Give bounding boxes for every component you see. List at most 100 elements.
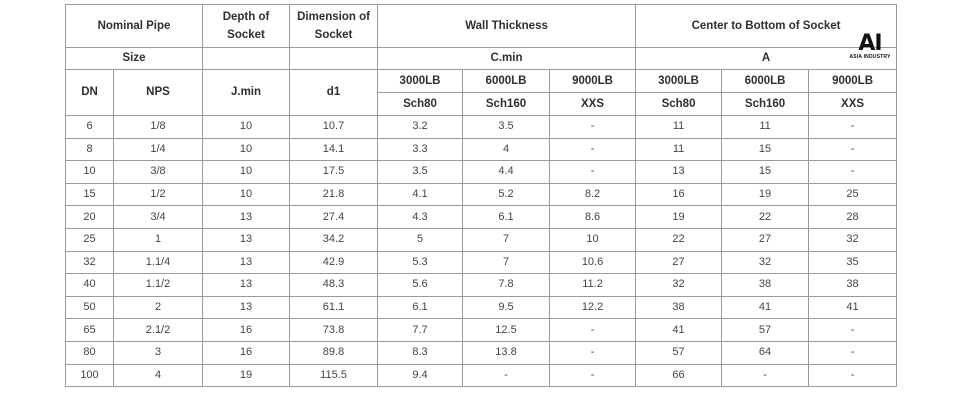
header-empty-cell bbox=[202, 47, 291, 70]
c-9000lb-cell: - bbox=[549, 340, 637, 365]
dn-cell: 40 bbox=[65, 273, 114, 297]
dn-cell: 65 bbox=[65, 318, 114, 342]
dn-cell: 20 bbox=[65, 205, 114, 229]
header-c-sch160: Sch160 bbox=[462, 92, 551, 116]
dn-cell: 8 bbox=[65, 137, 114, 162]
a-3000lb-cell: 19 bbox=[635, 205, 723, 229]
asia-industry-logo: AI ASIA INDUSTRY bbox=[842, 33, 898, 61]
d1-cell: 17.5 bbox=[289, 160, 379, 184]
c-3000lb-cell: 5.3 bbox=[377, 250, 464, 275]
dn-cell: 10 bbox=[65, 160, 114, 184]
d1-cell: 42.9 bbox=[289, 250, 379, 275]
a-9000lb-cell: - bbox=[808, 318, 898, 342]
c-9000lb-cell: 10 bbox=[549, 227, 637, 252]
header-empty-cell bbox=[289, 47, 379, 70]
header-center-to-bottom: Center to Bottom of Socket bbox=[635, 4, 898, 48]
a-9000lb-cell: - bbox=[808, 115, 898, 139]
d1-cell: 115.5 bbox=[289, 363, 379, 388]
header-a-sch160: Sch160 bbox=[721, 92, 810, 116]
header-c-9000lb: 9000LB bbox=[549, 69, 637, 93]
table-row: 8 1/4 10 14.1 3.3 4-11 15- bbox=[65, 137, 898, 162]
d1-cell: 27.4 bbox=[289, 205, 379, 229]
d1-cell: 61.1 bbox=[289, 295, 379, 320]
header-wall-thickness: Wall Thickness bbox=[377, 4, 637, 48]
j-min-cell: 16 bbox=[202, 318, 291, 342]
header-a-xxs: XXS bbox=[808, 92, 898, 116]
dn-cell: 100 bbox=[65, 363, 114, 388]
header-depth-of-socket: Depth of Socket bbox=[202, 4, 291, 48]
d1-cell: 89.8 bbox=[289, 340, 379, 365]
c-9000lb-cell: 8.2 bbox=[549, 182, 637, 207]
c-6000lb-cell: 3.5 bbox=[462, 115, 551, 139]
c-3000lb-cell: 7.7 bbox=[377, 318, 464, 342]
table-row: 25 1 13 34.2 5 7 10 22 27 32 bbox=[65, 227, 898, 252]
c-9000lb-cell: 12.2 bbox=[549, 295, 637, 320]
a-6000lb-cell: - bbox=[721, 363, 810, 388]
header-nps: NPS bbox=[112, 69, 204, 116]
c-6000lb-cell: 7.8 bbox=[462, 273, 551, 297]
d1-cell: 14.1 bbox=[289, 137, 379, 162]
c-3000lb-cell: 9.4 bbox=[377, 363, 464, 388]
header-a-3000lb: 3000LB bbox=[635, 69, 723, 93]
table-row: 6 1/8 10 10.7 3.2 3.5-11 11- bbox=[65, 115, 898, 139]
a-3000lb-cell: 11 bbox=[635, 137, 723, 162]
c-6000lb-cell: - bbox=[462, 363, 551, 388]
nps-cell: 1/4 bbox=[112, 137, 204, 162]
header-c-3000lb: 3000LB bbox=[377, 69, 464, 93]
header-dimension-of-socket: Dimension of Socket bbox=[289, 4, 379, 48]
a-6000lb-cell: 38 bbox=[721, 273, 810, 297]
a-3000lb-cell: 16 bbox=[635, 182, 723, 207]
c-3000lb-cell: 5.6 bbox=[377, 273, 464, 297]
dn-cell: 15 bbox=[65, 182, 114, 207]
j-min-cell: 13 bbox=[202, 205, 291, 229]
a-6000lb-cell: 15 bbox=[721, 137, 810, 162]
a-3000lb-cell: 32 bbox=[635, 273, 723, 297]
c-6000lb-cell: 9.5 bbox=[462, 295, 551, 320]
d1-cell: 34.2 bbox=[289, 227, 379, 252]
a-9000lb-cell: 25 bbox=[808, 182, 898, 207]
table-row: 100 4 19 115.5 9.4- -66- - bbox=[65, 363, 898, 388]
table-row: 40 1.1/2 13 48.3 5.6 7.8 11.2 32 38 38 bbox=[65, 273, 898, 297]
table-row: 20 3/4 13 27.4 4.3 6.1 8.6 19 22 28 bbox=[65, 205, 898, 229]
a-9000lb-cell: - bbox=[808, 160, 898, 184]
a-9000lb-cell: - bbox=[808, 363, 898, 388]
a-9000lb-cell: - bbox=[808, 137, 898, 162]
table-row: 50 2 13 61.1 6.1 9.5 12.2 38 41 41 bbox=[65, 295, 898, 320]
nps-cell: 3/4 bbox=[112, 205, 204, 229]
socket-dimension-table: Nominal Pipe Depth of Socket Dimension o… bbox=[64, 4, 898, 388]
dn-cell: 6 bbox=[65, 115, 114, 139]
header-c-min: C.min bbox=[377, 47, 637, 70]
a-3000lb-cell: 41 bbox=[635, 318, 723, 342]
a-9000lb-cell: 35 bbox=[808, 250, 898, 275]
a-6000lb-cell: 57 bbox=[721, 318, 810, 342]
c-9000lb-cell: - bbox=[549, 137, 637, 162]
nps-cell: 1 bbox=[112, 227, 204, 252]
c-3000lb-cell: 3.5 bbox=[377, 160, 464, 184]
a-6000lb-cell: 64 bbox=[721, 340, 810, 365]
a-9000lb-cell: 38 bbox=[808, 273, 898, 297]
table-row: 65 2.1/2 16 73.8 7.7 12.5-41 57- bbox=[65, 318, 898, 342]
j-min-cell: 10 bbox=[202, 182, 291, 207]
a-6000lb-cell: 11 bbox=[721, 115, 810, 139]
nps-cell: 2 bbox=[112, 295, 204, 320]
j-min-cell: 10 bbox=[202, 115, 291, 139]
d1-cell: 10.7 bbox=[289, 115, 379, 139]
a-6000lb-cell: 15 bbox=[721, 160, 810, 184]
nps-cell: 1/2 bbox=[112, 182, 204, 207]
j-min-cell: 13 bbox=[202, 227, 291, 252]
c-3000lb-cell: 6.1 bbox=[377, 295, 464, 320]
c-3000lb-cell: 5 bbox=[377, 227, 464, 252]
j-min-cell: 13 bbox=[202, 273, 291, 297]
c-9000lb-cell: - bbox=[549, 363, 637, 388]
c-6000lb-cell: 4.4 bbox=[462, 160, 551, 184]
nps-cell: 1.1/4 bbox=[112, 250, 204, 275]
c-6000lb-cell: 12.5 bbox=[462, 318, 551, 342]
header-dn: DN bbox=[65, 69, 114, 116]
c-3000lb-cell: 4.3 bbox=[377, 205, 464, 229]
a-3000lb-cell: 27 bbox=[635, 250, 723, 275]
j-min-cell: 10 bbox=[202, 137, 291, 162]
socket-dimension-table-wrapper: Nominal Pipe Depth of Socket Dimension o… bbox=[64, 4, 898, 388]
c-9000lb-cell: 10.6 bbox=[549, 250, 637, 275]
a-6000lb-cell: 27 bbox=[721, 227, 810, 252]
header-d1: d1 bbox=[289, 69, 379, 116]
